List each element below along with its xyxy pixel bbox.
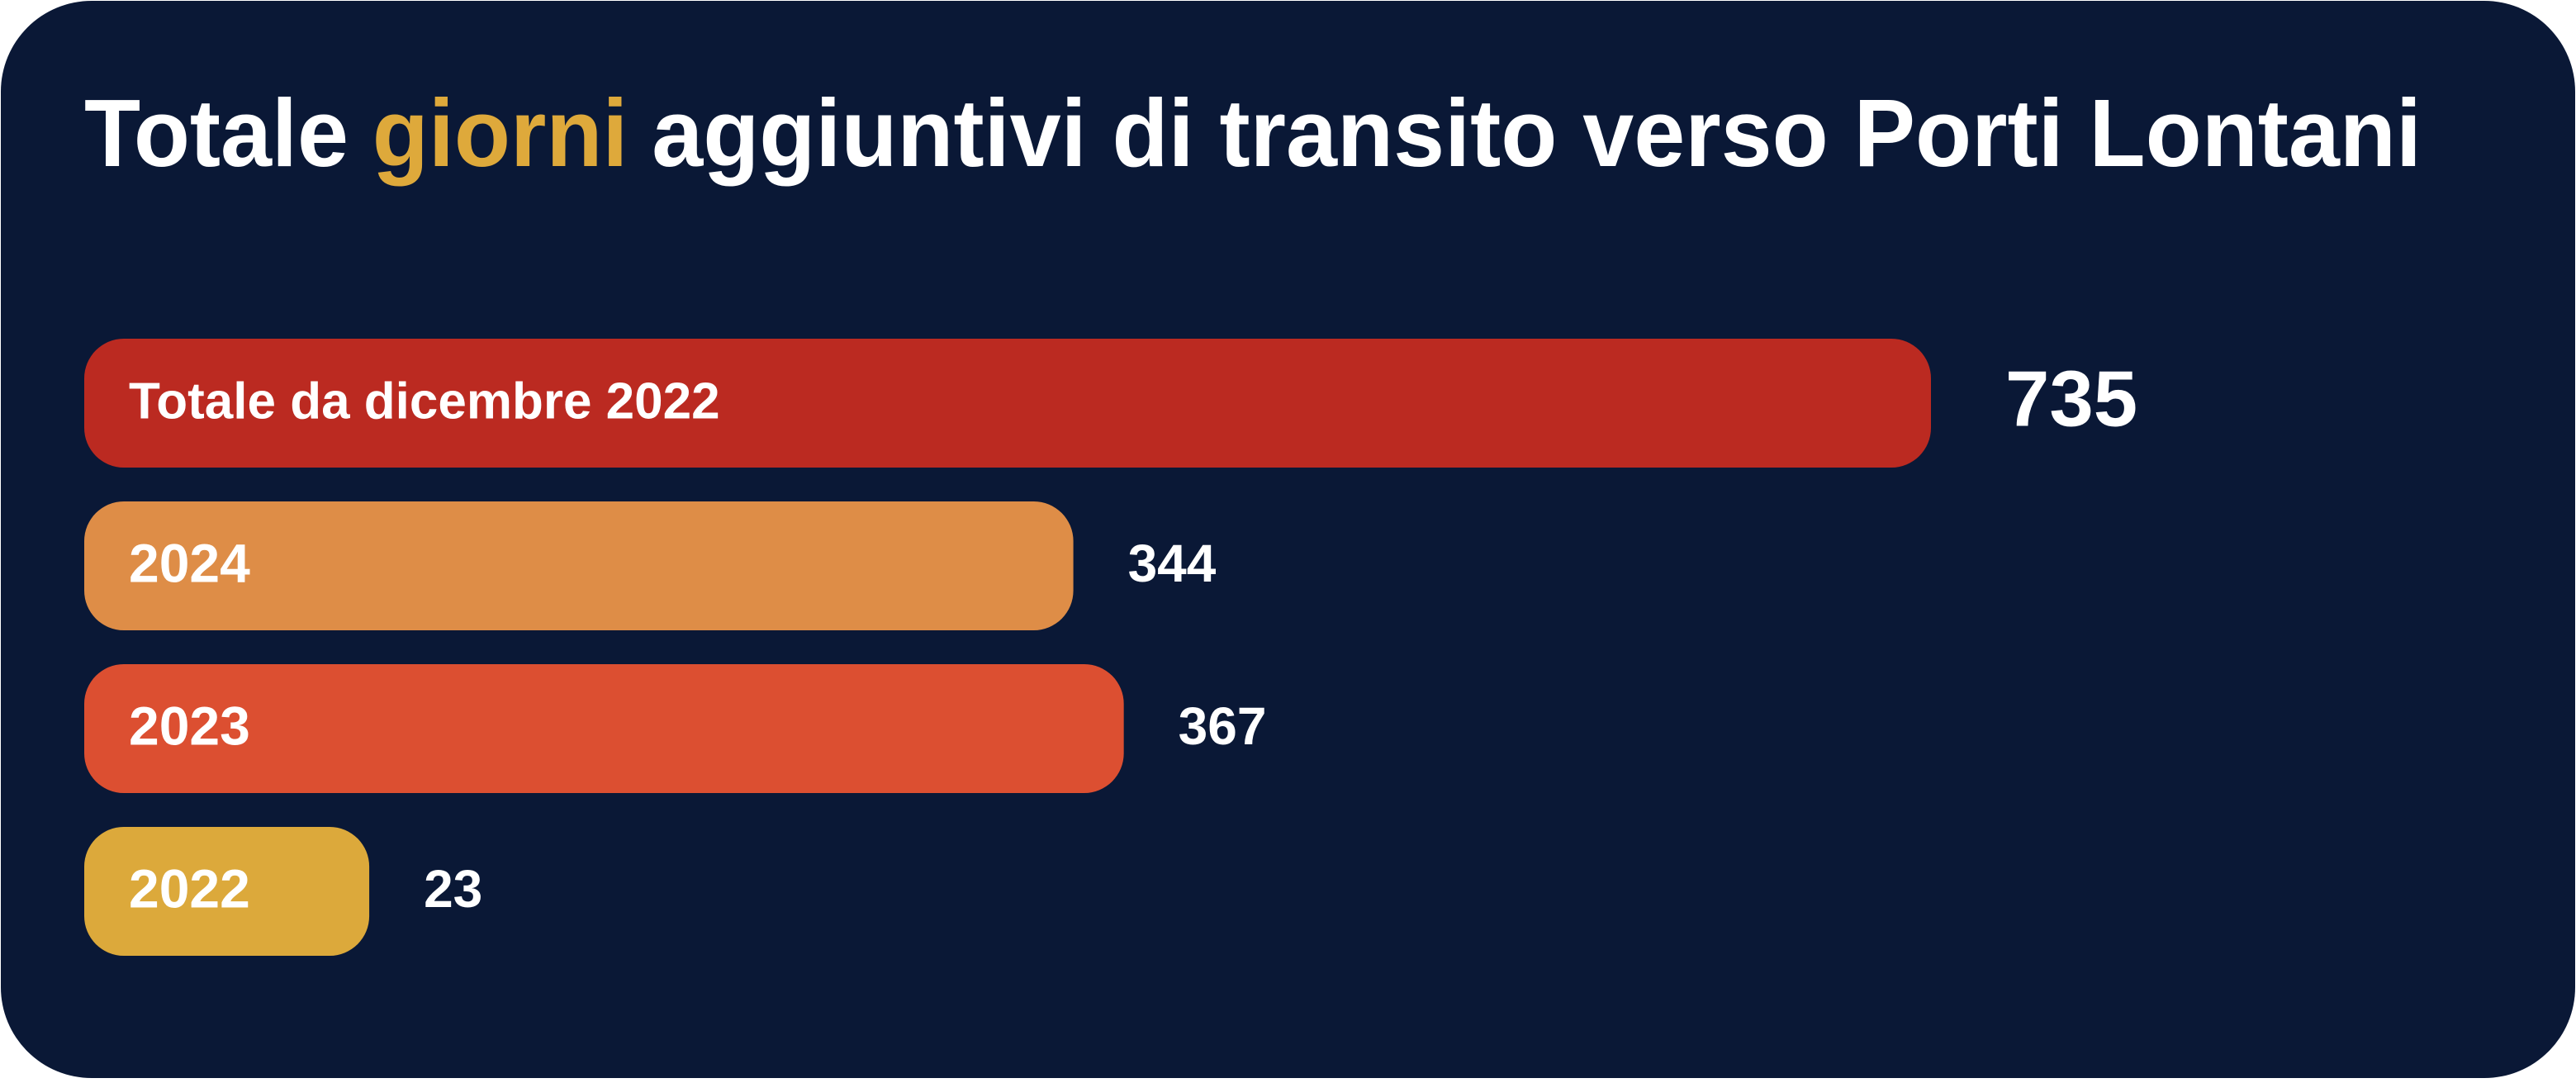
chart-title: Totale giorni aggiuntivi di transito verso… [84,79,2422,187]
title-segment: giorni [372,79,629,187]
bar [84,501,1074,630]
category-label: 2023 [129,695,250,756]
value-label: 344 [1128,534,1217,593]
bar [84,827,370,956]
category-label: 2024 [129,532,250,593]
value-label: 735 [2005,354,2137,443]
category-label: 2022 [129,857,250,919]
bar [84,664,1124,793]
bar [84,339,1931,468]
category-label: Totale da dicembre 2022 [129,373,720,430]
value-label: 23 [424,859,482,919]
value-label: 367 [1179,696,1267,756]
title-segment: aggiuntivi di transito verso Porti Lonta… [652,79,2422,187]
title-segment: Totale [84,79,349,187]
